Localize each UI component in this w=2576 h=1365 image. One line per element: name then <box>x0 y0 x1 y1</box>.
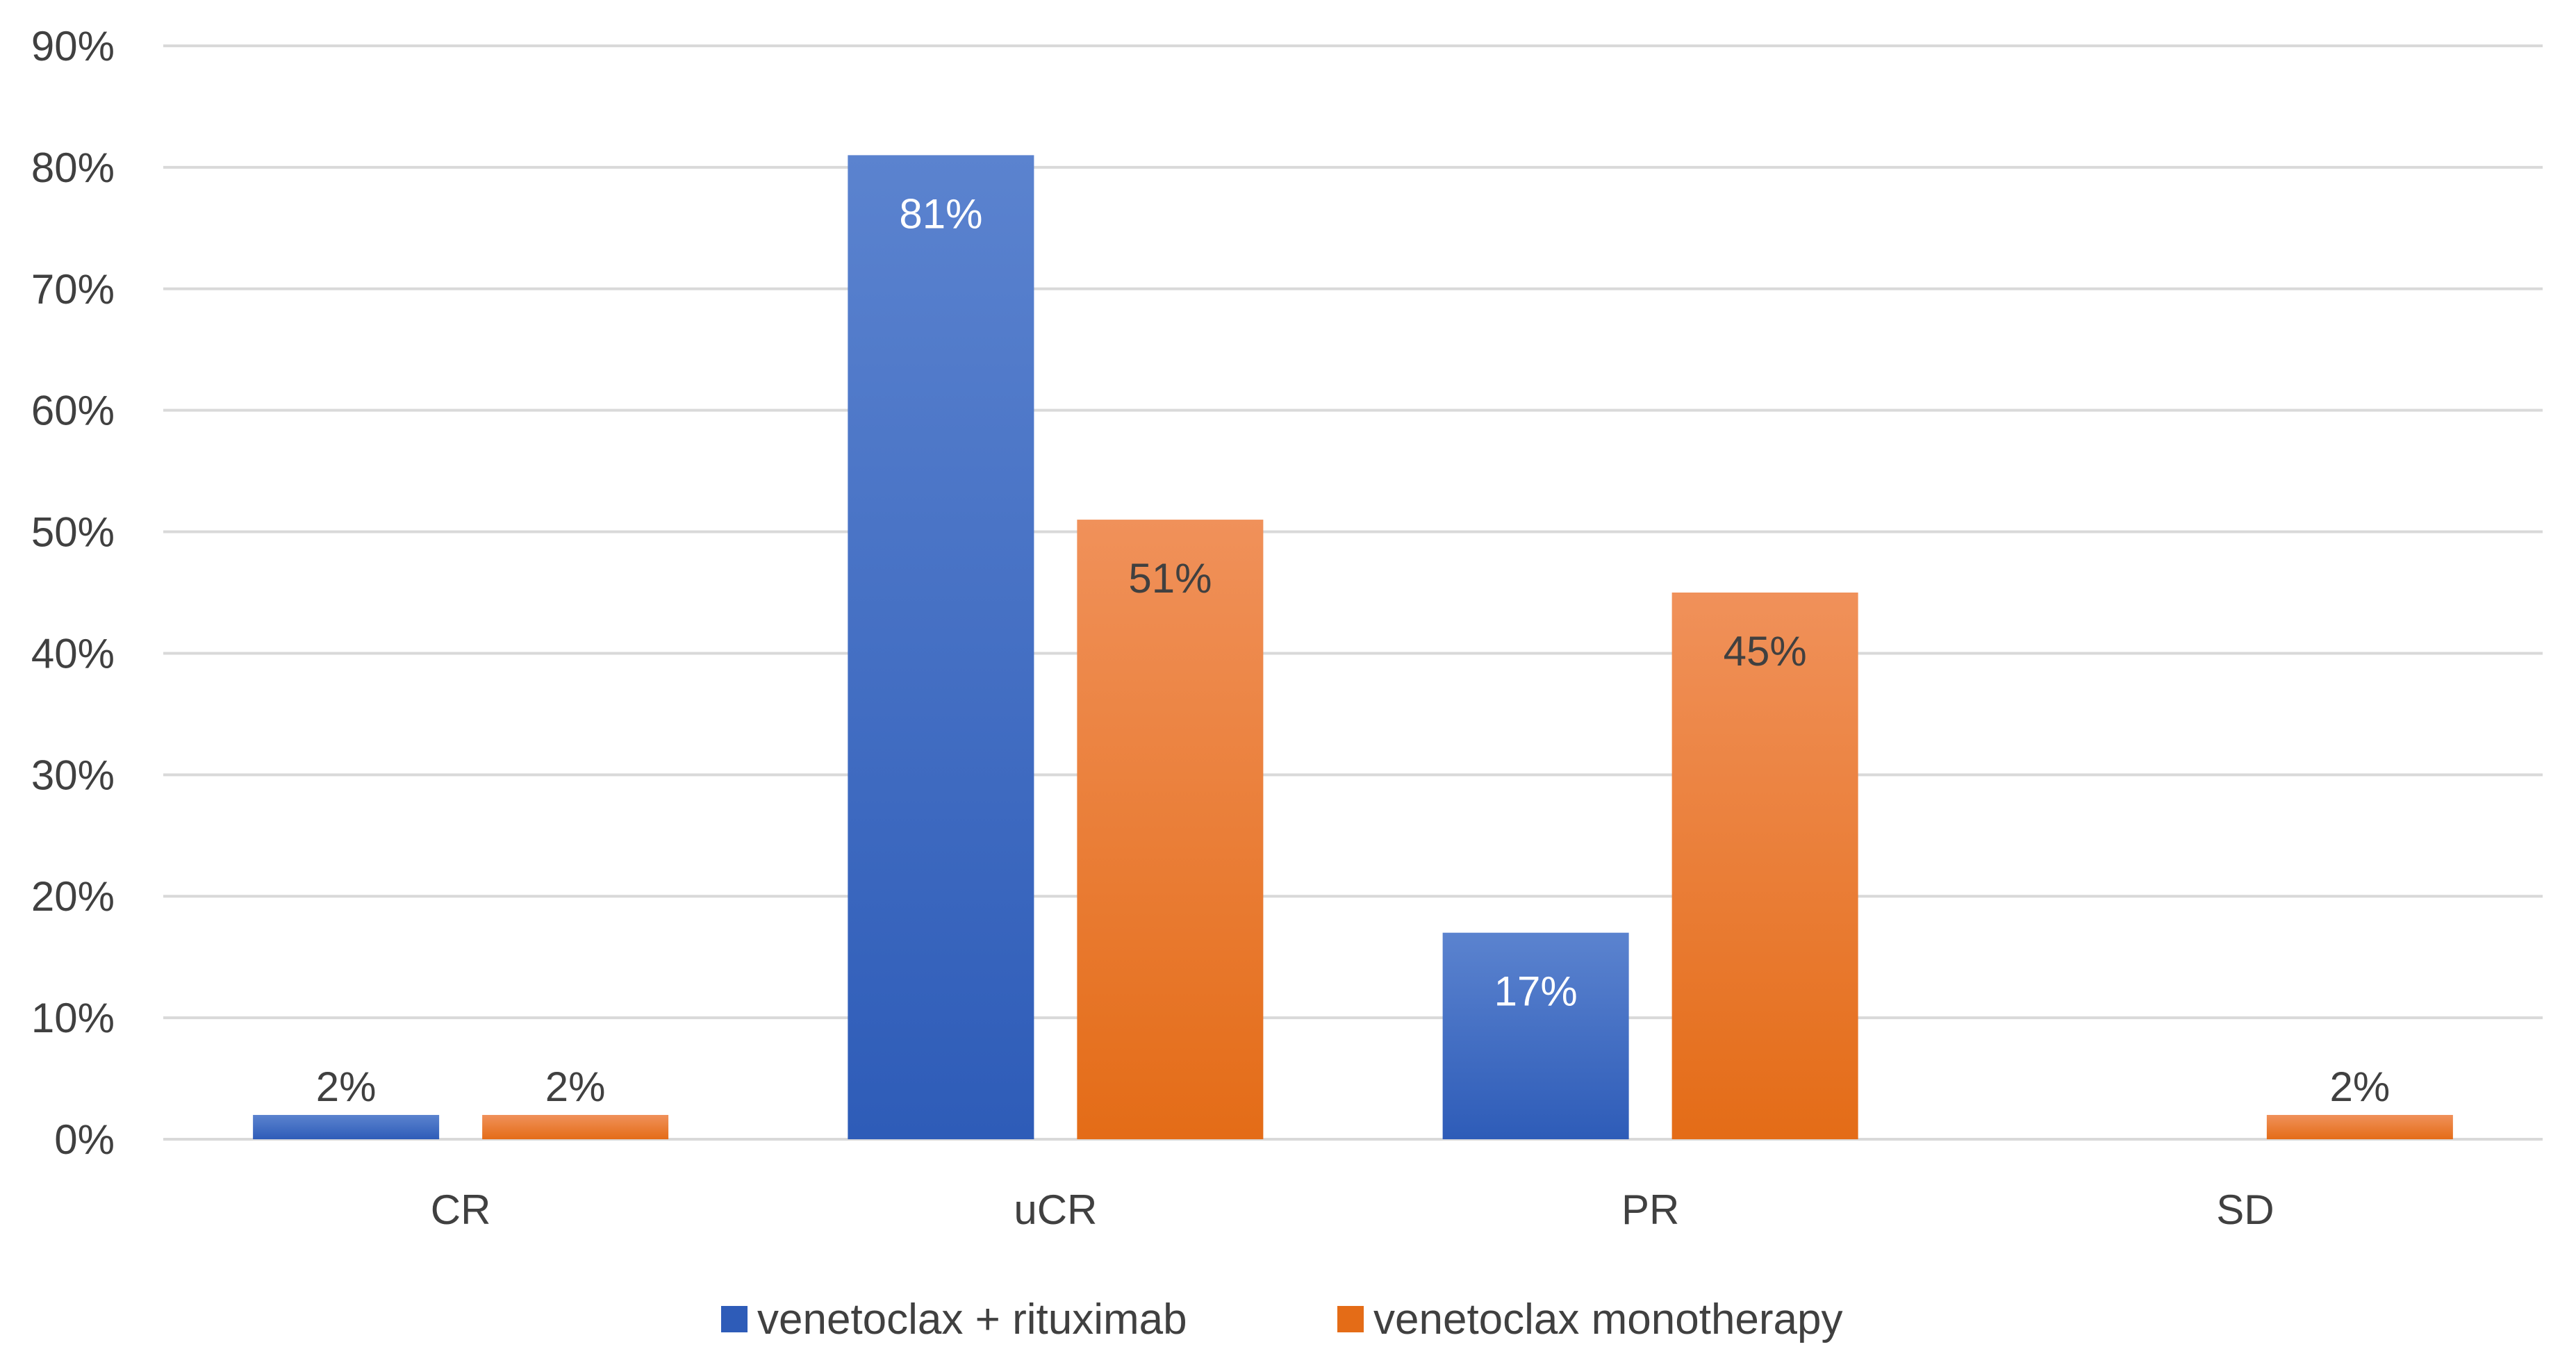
gridlines <box>163 44 2543 1141</box>
y-tick-label: 10% <box>31 995 115 1041</box>
y-tick-label: 0% <box>54 1116 115 1163</box>
data-labels: 2% 2% 81% 51% 17% 45% 2% <box>316 190 2390 1110</box>
y-tick-label: 50% <box>31 509 115 556</box>
data-label: 2% <box>2330 1064 2391 1110</box>
bar-pr-series-1 <box>1442 932 1629 1139</box>
x-axis-categories: CR uCR PR SD <box>431 1186 2274 1233</box>
legend-swatch <box>1337 1306 1364 1332</box>
y-tick-label: 30% <box>31 752 115 798</box>
bar-cr-series-1 <box>253 1115 440 1139</box>
y-tick-label: 70% <box>31 266 115 313</box>
y-tick-label: 90% <box>31 23 115 69</box>
data-label: 81% <box>899 190 982 237</box>
data-label: 51% <box>1128 555 1212 602</box>
data-label: 2% <box>316 1064 377 1110</box>
x-category-label: CR <box>431 1186 491 1233</box>
data-label: 17% <box>1494 968 1578 1015</box>
x-category-label: SD <box>2216 1186 2274 1233</box>
y-tick-label: 60% <box>31 388 115 434</box>
legend-label: venetoclax + rituximab <box>757 1296 1187 1343</box>
data-label: 2% <box>545 1064 606 1110</box>
bar-cr-series-2 <box>482 1115 669 1139</box>
y-axis-ticks: 0% 10% 20% 30% 40% 50% 60% 70% 80% 90% <box>31 23 115 1163</box>
x-category-label: PR <box>1621 1186 1679 1233</box>
y-tick-label: 80% <box>31 144 115 191</box>
x-category-label: uCR <box>1014 1186 1097 1233</box>
legend: venetoclax + rituximab venetoclax monothe… <box>721 1296 1843 1343</box>
bar-ucr-series-1 <box>848 155 1034 1139</box>
data-label: 45% <box>1724 628 1807 675</box>
y-tick-label: 40% <box>31 630 115 677</box>
legend-label: venetoclax monotherapy <box>1373 1296 1843 1343</box>
bar-pr-series-2 <box>1671 593 1858 1139</box>
bar-sd-series-2 <box>2266 1115 2453 1139</box>
y-tick-label: 20% <box>31 873 115 920</box>
bar-ucr-series-2 <box>1077 520 1264 1139</box>
legend-swatch <box>721 1306 748 1332</box>
bars <box>253 155 2453 1139</box>
